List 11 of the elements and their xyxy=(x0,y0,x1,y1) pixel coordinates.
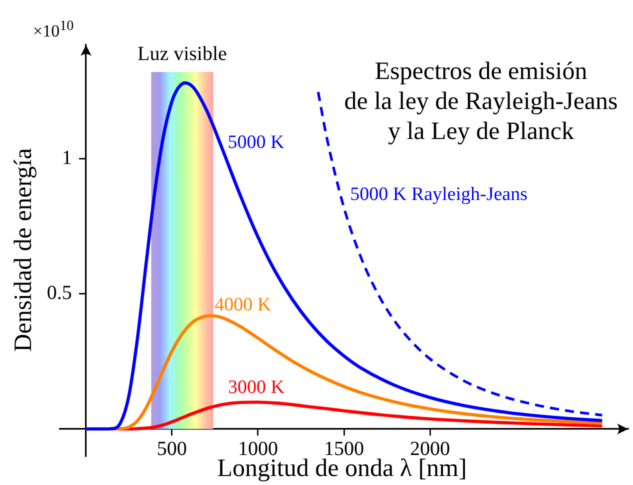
legend-label: Luz visible xyxy=(137,43,228,65)
series-label: 3000 K xyxy=(228,377,285,398)
series-label: 4000 K xyxy=(214,294,272,316)
text: ×10$^{10}$ xyxy=(33,17,74,42)
series-label: 5000 K xyxy=(228,132,285,153)
y-tick-label: 0.5 xyxy=(46,282,72,304)
text: Espectros de emisión de la ley de Rayleigh-Jeans y la Ley de Planck xyxy=(343,57,619,147)
series-label: 5000 K Rayleigh-Jeans xyxy=(350,184,528,206)
y-axis-title: Densidad de energía xyxy=(9,148,38,352)
x-tick-label: 500 xyxy=(156,438,187,460)
y-tick-label: 1 xyxy=(62,146,72,169)
